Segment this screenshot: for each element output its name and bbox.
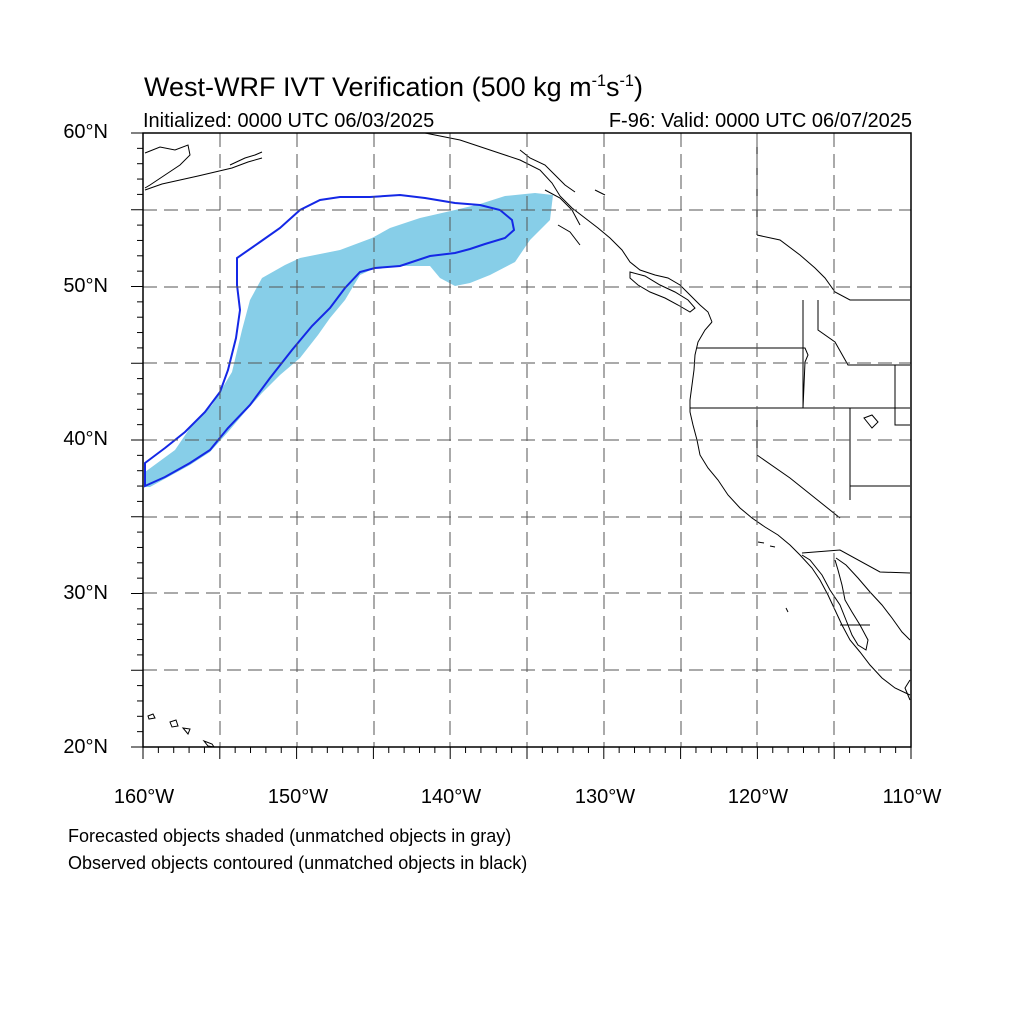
title-main: West-WRF IVT Verification (500 kg m: [144, 72, 592, 102]
lon-label-110w: 110°W: [882, 786, 942, 808]
lat-label-40n: 40°N: [63, 428, 108, 450]
graticule: [143, 133, 911, 747]
lon-label-140w: 140°W: [420, 786, 482, 808]
chart-title: West-WRF IVT Verification (500 kg m-1s-1…: [144, 72, 643, 103]
lon-label-130w: 130°W: [574, 786, 636, 808]
title-close: ): [633, 72, 643, 102]
lat-label-30n: 30°N: [63, 582, 108, 604]
observed-ivt-contour: [144, 193, 516, 488]
lon-label-150w: 150°W: [267, 786, 329, 808]
lat-label-20n: 20°N: [63, 736, 108, 758]
valid-label: F-96: Valid: 0000 UTC 06/07/2025: [608, 110, 912, 132]
footnote-forecast: Forecasted objects shaded (unmatched obj…: [68, 826, 512, 846]
lon-label-120w: 120°W: [727, 786, 789, 808]
lon-label-160w: 160°W: [113, 786, 175, 808]
forecast-ivt-object: [145, 193, 553, 487]
coastlines: [144, 132, 911, 748]
tick-marks: [131, 132, 912, 759]
lat-label-50n: 50°N: [63, 275, 108, 297]
title-exponent-2: -1: [619, 72, 634, 90]
footnote-observed: Observed objects contoured (unmatched ob…: [68, 853, 528, 873]
title-s: s: [606, 72, 620, 102]
title-exponent-1: -1: [591, 72, 607, 90]
political-boundaries: [690, 133, 911, 626]
initialized-label: Initialized: 0000 UTC 06/03/2025: [143, 110, 435, 132]
lat-label-60n: 60°N: [63, 121, 108, 143]
